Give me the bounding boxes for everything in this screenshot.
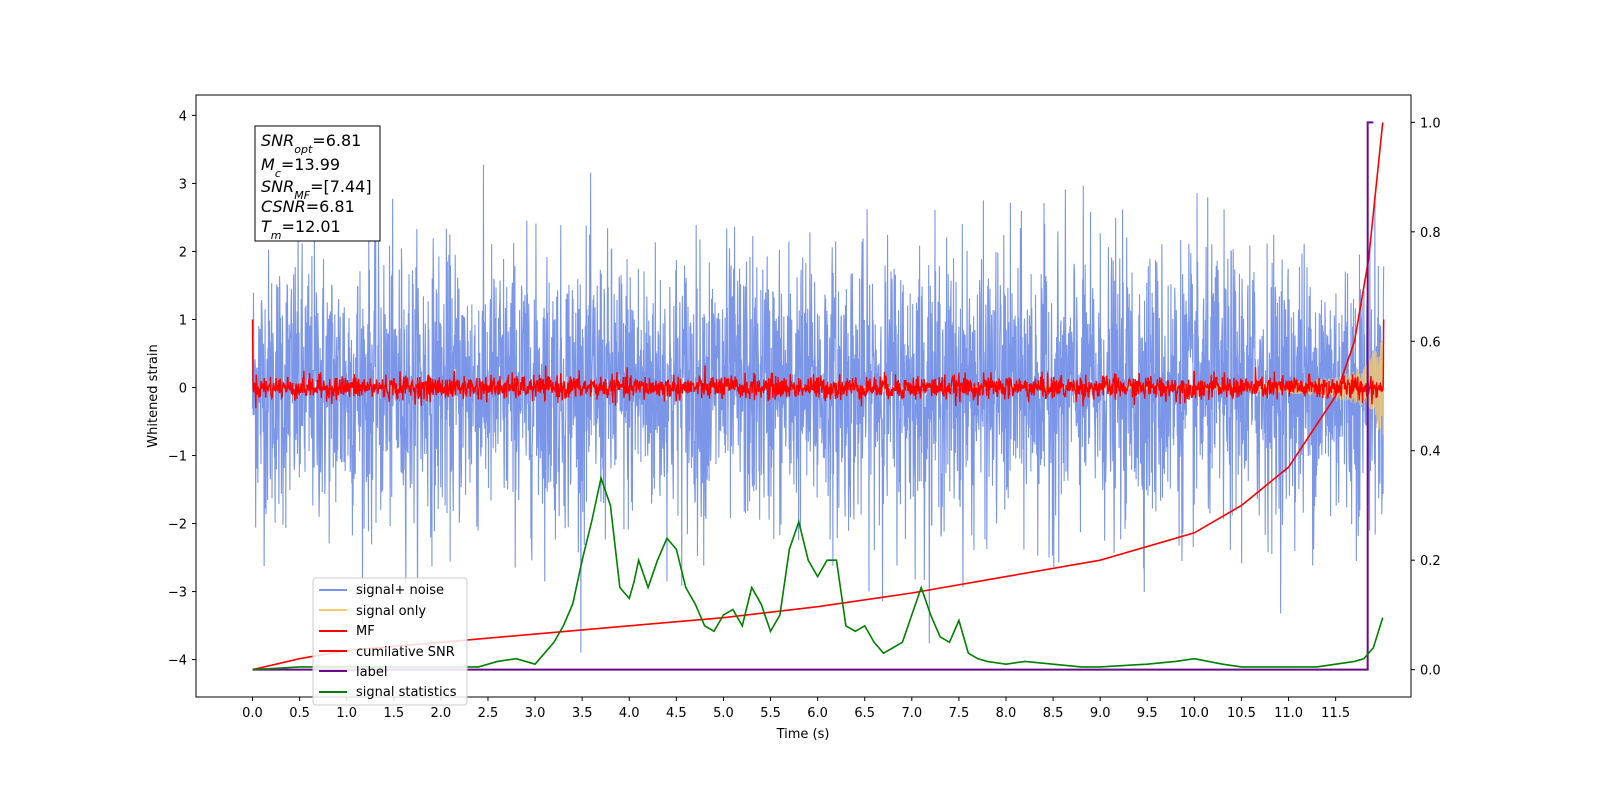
x-tick-label: 11.0 [1274, 706, 1303, 721]
series-signal-noise [251, 164, 1385, 653]
x-tick-label: 7.5 [949, 706, 970, 721]
y-tick-label: −1 [168, 450, 187, 465]
x-tick-label: 5.5 [760, 706, 781, 721]
info-snr-opt: SNRopt=6.81 [261, 131, 361, 156]
legend-frame [312, 577, 468, 706]
y2-tick-label: 0.8 [1420, 226, 1441, 241]
info-snr-mf: SNRMF=[7.44] [261, 177, 372, 202]
legend-label-cumulative-snr: cumilative SNR [356, 645, 455, 660]
series-signal-statistics [252, 475, 1384, 671]
info-box: SNRopt=6.81 Mc=13.99 SNRMF=[7.44] CSNR=6… [254, 125, 381, 242]
y-tick-label: 2 [179, 245, 187, 260]
info-mc: Mc=13.99 [261, 155, 340, 180]
x-tick-label: 9.5 [1137, 706, 1158, 721]
x-tick-label: 4.5 [666, 706, 687, 721]
x-tick-label: 8.0 [996, 706, 1017, 721]
legend: signal+ noise signal only MF cumilative … [312, 577, 468, 706]
x-tick-label: 5.0 [713, 706, 734, 721]
legend-label-label: label [356, 665, 387, 680]
x-tick-label: 7.0 [901, 706, 922, 721]
y2-tick-label: 0.4 [1420, 445, 1441, 460]
x-tick-label: 10.0 [1180, 706, 1209, 721]
y-tick-label: 1 [179, 313, 187, 328]
x-tick-label: 6.5 [854, 706, 875, 721]
series-label [252, 121, 1374, 671]
info-csnr: CSNR=6.81 [261, 197, 355, 216]
y-tick-label: 4 [179, 109, 187, 124]
y2-tick-label: 1.0 [1420, 116, 1441, 131]
y-tick-label: −2 [168, 518, 187, 533]
legend-label-signal-statistics: signal statistics [356, 685, 457, 700]
x-tick-label: 6.0 [807, 706, 828, 721]
y-tick-label: 0 [179, 381, 187, 396]
legend-item-signal-only: signal only [319, 604, 426, 619]
x-tick-label: 0.0 [242, 706, 263, 721]
x-tick-label: 9.0 [1090, 706, 1111, 721]
legend-label-signal-noise: signal+ noise [356, 583, 444, 598]
y-tick-label: 3 [179, 177, 187, 192]
legend-item-label: label [319, 665, 387, 680]
x-tick-label: 0.5 [289, 706, 310, 721]
legend-item-signal-statistics: signal statistics [319, 685, 457, 700]
y-axis-left: 4 3 2 1 0 −1 −2 −3 −4 [168, 109, 196, 669]
x-axis: 0.0 0.5 1.0 1.5 2.0 2.5 3.0 3.5 4.0 4.5 5.0 5.5 6.0 6… [242, 697, 1350, 721]
legend-item-mf: MF [319, 624, 375, 639]
y2-tick-label: 0.2 [1420, 554, 1441, 569]
x-tick-label: 3.0 [525, 706, 546, 721]
x-axis-label: Time (s) [776, 727, 830, 742]
legend-item-signal-noise: signal+ noise [319, 583, 444, 598]
legend-label-signal-only: signal only [356, 604, 426, 619]
x-tick-label: 2.5 [478, 706, 499, 721]
y-tick-label: −3 [168, 586, 187, 601]
legend-label-mf: MF [356, 624, 375, 639]
x-tick-label: 2.0 [431, 706, 452, 721]
x-tick-label: 8.5 [1043, 706, 1064, 721]
x-tick-label: 1.0 [336, 706, 357, 721]
y-axis-label: Whitened strain [146, 344, 161, 447]
plot-frame [195, 94, 1412, 698]
x-tick-label: 3.5 [572, 706, 593, 721]
x-tick-label: 11.5 [1321, 706, 1350, 721]
y-tick-label: −4 [168, 654, 187, 669]
y2-tick-label: 0.0 [1420, 664, 1441, 679]
info-tm: Tm=12.01 [261, 217, 341, 242]
y-axis-right: 1.0 0.8 0.6 0.4 0.2 0.0 [1411, 116, 1441, 679]
x-tick-label: 10.5 [1227, 706, 1256, 721]
y2-tick-label: 0.6 [1420, 335, 1441, 350]
x-tick-label: 1.5 [383, 706, 404, 721]
legend-item-cumulative-snr: cumilative SNR [319, 645, 455, 660]
series-mf [251, 319, 1385, 409]
x-tick-label: 4.0 [619, 706, 640, 721]
